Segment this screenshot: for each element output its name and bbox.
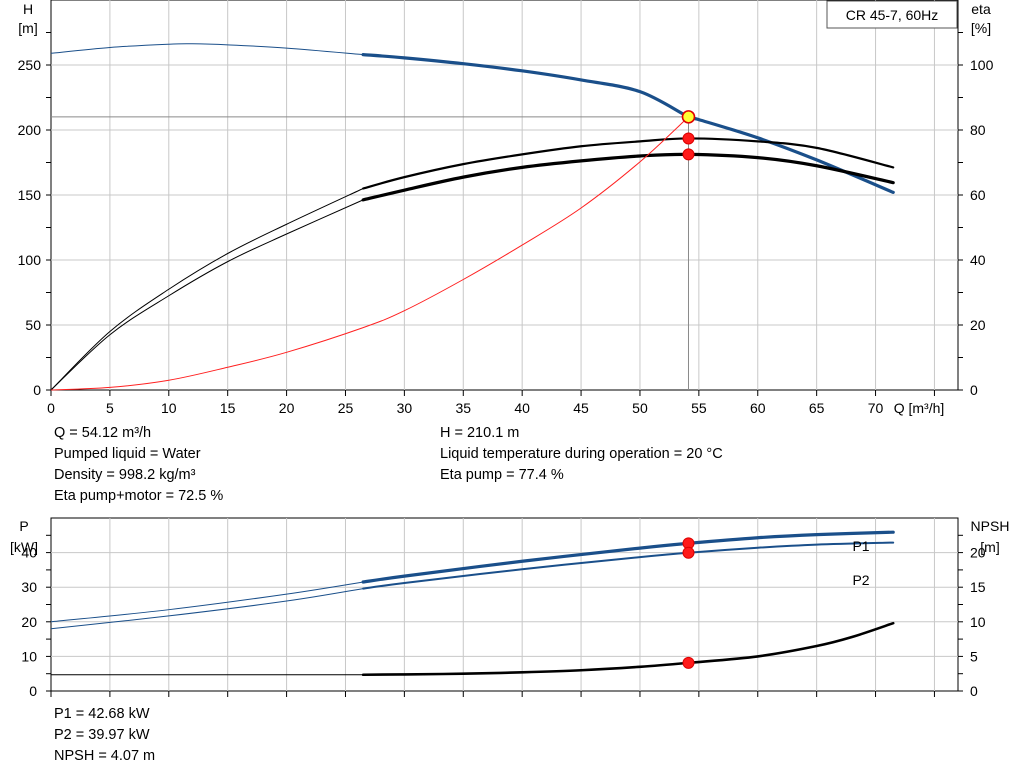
y-right-tick-label: 100 — [970, 57, 994, 73]
info-temperature: Liquid temperature during operation = 20… — [440, 446, 723, 462]
curve-P2-thin — [50, 588, 364, 630]
marker-p2 — [682, 546, 695, 559]
y-left-tick-label-bottom: 40 — [21, 545, 37, 561]
info-flow: Q = 54.12 m³/h — [54, 425, 152, 441]
x-tick-label: 0 — [47, 400, 55, 416]
curve-P1-thin — [50, 581, 364, 623]
y-left-tick-label: 100 — [18, 252, 42, 268]
y-left-tick-label: 150 — [18, 187, 42, 203]
y-right-axis-unit: [%] — [971, 20, 991, 36]
y-right-tick-label: 40 — [970, 252, 986, 268]
y-left-axis-unit: [m] — [18, 20, 37, 36]
marker-duty-point — [681, 110, 696, 124]
info-head: H = 210.1 m — [440, 425, 520, 441]
curve-eta_pump-thin — [50, 188, 364, 391]
info-liquid: Pumped liquid = Water — [54, 446, 201, 462]
x-tick-label: 15 — [220, 400, 236, 416]
x-tick-label: 70 — [868, 400, 884, 416]
y-right-axis-unit-bottom: [m] — [980, 539, 999, 555]
y-right-tick-label-bottom: 20 — [970, 545, 986, 561]
y-right-tick-label: 20 — [970, 317, 986, 333]
y-left-tick-label-bottom: 30 — [21, 579, 37, 595]
info-eta-pump-motor: Eta pump+motor = 72.5 % — [54, 488, 224, 504]
x-tick-label: 5 — [106, 400, 114, 416]
y-right-tick-label-bottom: 15 — [970, 579, 986, 595]
x-tick-label: 20 — [279, 400, 295, 416]
series-label-p1: P1 — [852, 538, 869, 554]
x-tick-label: 55 — [691, 400, 707, 416]
curve-P1-thick — [361, 530, 895, 584]
y-left-axis-label: H — [23, 1, 33, 17]
x-tick-label: 65 — [809, 400, 825, 416]
x-tick-label: 50 — [632, 400, 648, 416]
series-label-p2: P2 — [852, 572, 869, 588]
info-right: H = 210.1 m Liquid temperature during op… — [440, 423, 723, 486]
y-left-tick-label: 200 — [18, 122, 42, 138]
curve-eta_pump_motor-thick — [361, 152, 895, 202]
y-left-tick-label-bottom: 0 — [29, 683, 37, 699]
info-bottom: P1 = 42.68 kW P2 = 39.97 kW NPSH = 4.07 … — [54, 704, 155, 767]
x-axis-label: Q [m³/h] — [894, 400, 945, 416]
info-density: Density = 998.2 kg/m³ — [54, 467, 196, 483]
model-label-box — [826, 0, 958, 29]
marker-npsh — [682, 656, 695, 669]
marker-eta-pump-motor — [682, 148, 695, 161]
marker-eta-pump — [682, 132, 695, 145]
curve-system_curve — [50, 116, 689, 391]
curve-eta_pump_motor-thin — [50, 199, 364, 391]
y-right-axis-label-bottom: NPSH — [971, 518, 1010, 534]
y-right-tick-label-bottom: 5 — [970, 648, 978, 664]
y-left-tick-label-bottom: 20 — [21, 614, 37, 630]
curve-P2-thick — [362, 541, 895, 590]
y-left-tick-label: 0 — [33, 382, 41, 398]
x-tick-label: 25 — [338, 400, 354, 416]
info-left: Q = 54.12 m³/h Pumped liquid = Water Den… — [54, 423, 223, 507]
y-left-axis-unit-bottom: [kW] — [10, 539, 38, 555]
y-right-tick-label-bottom: 10 — [970, 614, 986, 630]
info-npsh: NPSH = 4.07 m — [54, 748, 156, 764]
y-left-tick-label: 50 — [25, 317, 41, 333]
x-tick-label: 40 — [514, 400, 530, 416]
info-p1: P1 = 42.68 kW — [54, 706, 150, 722]
x-tick-label: 30 — [397, 400, 413, 416]
curve-head-thin — [50, 43, 364, 56]
x-tick-label: 45 — [573, 400, 589, 416]
y-right-tick-label-bottom: 0 — [970, 683, 978, 699]
x-tick-label: 10 — [161, 400, 177, 416]
y-left-tick-label: 250 — [18, 57, 42, 73]
y-right-axis-label: eta — [971, 1, 991, 17]
info-p2: P2 = 39.97 kW — [54, 727, 150, 743]
curve-eta_pump-thick — [362, 137, 895, 190]
model-label: CR 45-7, 60Hz — [846, 7, 939, 23]
y-right-tick-label: 80 — [970, 122, 986, 138]
y-right-tick-label: 60 — [970, 187, 986, 203]
y-right-tick-label: 0 — [970, 382, 978, 398]
y-left-tick-label-bottom: 10 — [21, 648, 37, 664]
curve-NPSH-thick — [361, 621, 895, 677]
curve-head-thick — [361, 53, 895, 194]
x-tick-label: 60 — [750, 400, 766, 416]
y-left-axis-label-bottom: P — [19, 518, 28, 534]
x-tick-label: 35 — [455, 400, 471, 416]
info-eta-pump: Eta pump = 77.4 % — [440, 467, 564, 483]
